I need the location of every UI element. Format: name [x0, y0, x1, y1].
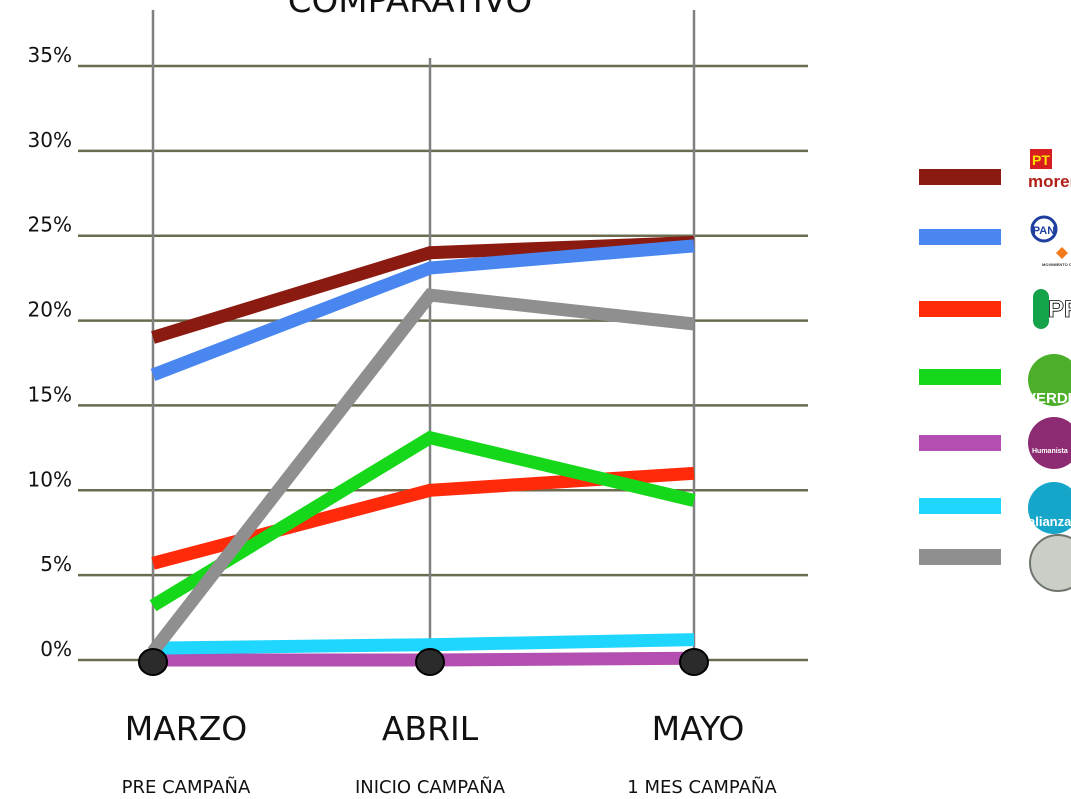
legend-swatch [919, 435, 1001, 451]
y-tick-label: 35% [28, 43, 72, 67]
legend-swatch [919, 549, 1001, 565]
category-marker [138, 648, 168, 676]
y-tick-label: 0% [40, 637, 72, 661]
blank-circle-logo [1029, 534, 1071, 592]
logo-text: alianza [1028, 514, 1071, 529]
pri-logo: PRI [1033, 289, 1071, 329]
legend-item: PT morena [919, 149, 1071, 191]
logo-text: VERDE [1026, 390, 1071, 407]
pan-movimiento-ciudadano-logo: PAN MOVIMIENTO CIUDADANO [1030, 215, 1071, 267]
verde-logo: VERDE [1026, 354, 1071, 407]
legend-swatch [919, 369, 1001, 385]
category-marker [415, 648, 445, 676]
logo-text: PAN [1033, 225, 1055, 237]
chart-title-group: COMPARATIVO [288, 0, 533, 21]
legend-swatch [919, 498, 1001, 514]
humanista-logo: Humanista [1028, 417, 1071, 469]
legend-swatch [919, 169, 1001, 185]
y-tick-label: 30% [28, 128, 72, 152]
logo-text: PT [1032, 152, 1050, 168]
y-tick-label: 15% [28, 382, 72, 406]
logo-text: morena [1028, 172, 1071, 191]
legend-item: Humanista [919, 417, 1071, 469]
x-category-label: MARZO [125, 709, 248, 748]
x-axis-labels: MARZO PRE CAMPAÑA ABRIL INICIO CAMPAÑA MAYO 1… [122, 709, 778, 798]
legend-item [919, 534, 1071, 592]
y-tick-label: 25% [28, 213, 72, 237]
legend-swatch [919, 301, 1001, 317]
legend-item: PRI [919, 289, 1071, 329]
x-category-sublabel: INICIO CAMPAÑA [355, 776, 506, 798]
pt-morena-logo: PT morena [1028, 149, 1071, 191]
y-axis-ticks: 0% 5% 10% 15% 20% 25% 30% 35% [28, 43, 72, 661]
legend-item: VERDE [919, 354, 1071, 407]
category-marker [679, 648, 709, 676]
logo-text: Humanista [1032, 448, 1068, 455]
logo-text: PRI [1048, 296, 1071, 323]
y-tick-label: 20% [28, 298, 72, 322]
legend-swatch [919, 229, 1001, 245]
series-lines [147, 236, 696, 667]
legend-item: alianza [919, 482, 1071, 534]
category-markers [138, 648, 709, 676]
logo-text: MOVIMIENTO CIUDADANO [1042, 262, 1071, 267]
x-category-label: ABRIL [382, 709, 479, 748]
legend: PT morena PAN MOVIMIENTO CIUDADANO PRI VERDE H… [919, 149, 1071, 592]
y-tick-label: 10% [28, 467, 72, 491]
x-category-sublabel: 1 MES CAMPAÑA [627, 776, 777, 798]
x-category-sublabel: PRE CAMPAÑA [122, 776, 251, 798]
nueva-alianza-logo: alianza [1028, 482, 1071, 534]
series-line [152, 633, 695, 655]
chart-title: COMPARATIVO [288, 0, 533, 21]
y-tick-label: 5% [40, 552, 72, 576]
x-category-label: MAYO [652, 709, 745, 748]
legend-item: PAN MOVIMIENTO CIUDADANO [919, 215, 1071, 267]
series-line [149, 430, 696, 612]
